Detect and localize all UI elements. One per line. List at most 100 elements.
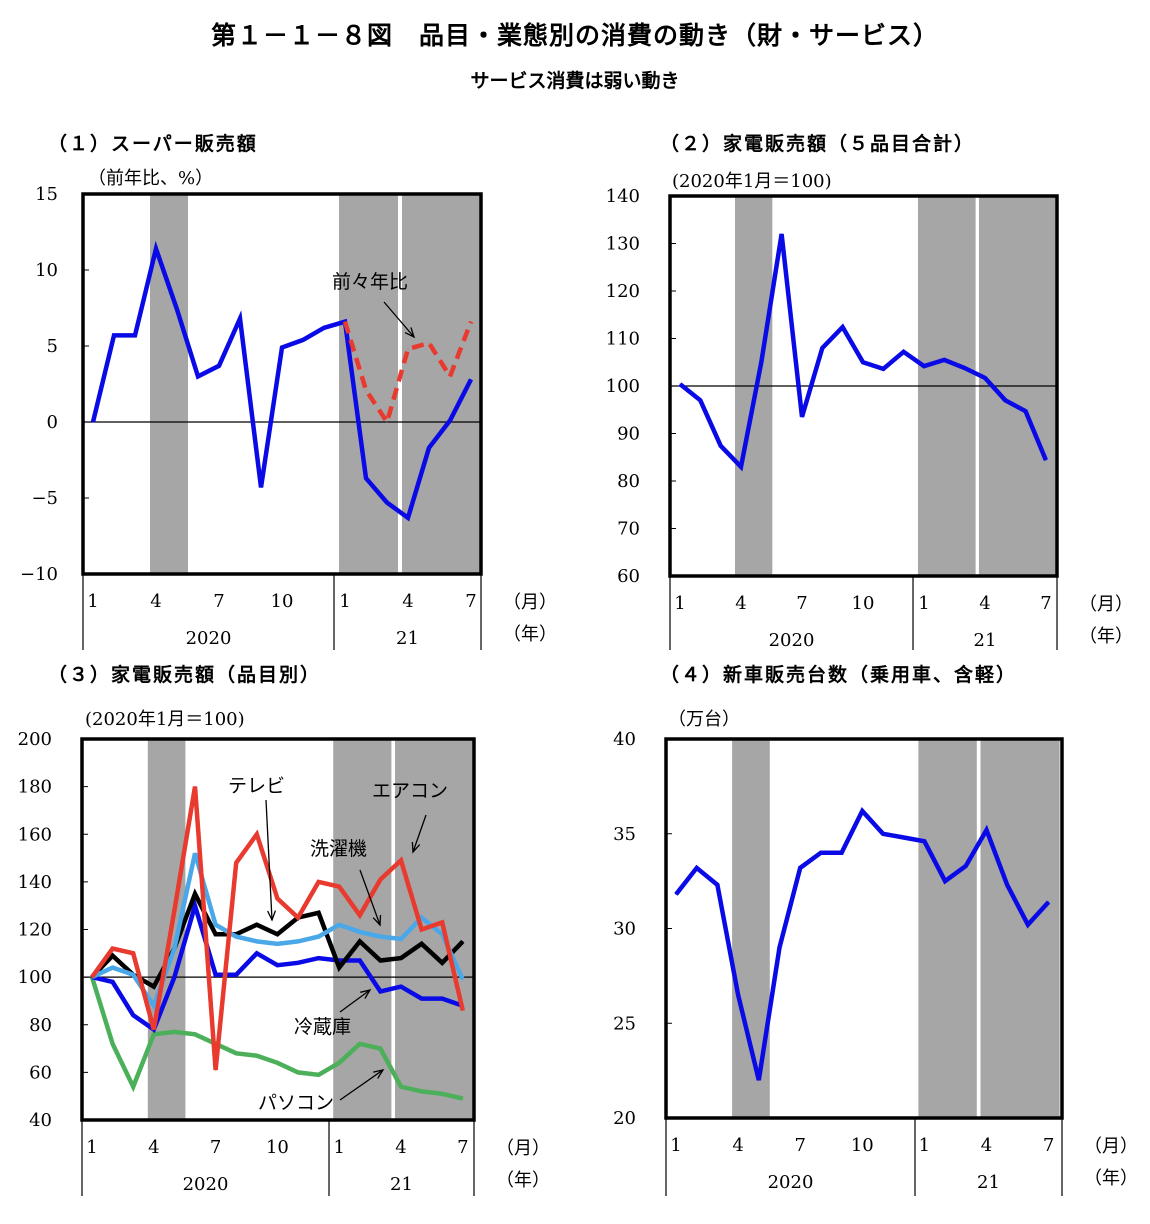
- data-point: [134, 334, 136, 336]
- data-point: [1027, 924, 1029, 926]
- data-point: [923, 365, 925, 367]
- data-point: [323, 327, 325, 329]
- y-axis-unit-label: (2020年1月＝100): [672, 171, 832, 192]
- data-point: [699, 399, 701, 401]
- data-point: [297, 917, 299, 919]
- data-point: [841, 852, 843, 854]
- x-tick-label: 7: [796, 593, 807, 614]
- x-tick-label: 4: [395, 1137, 406, 1158]
- data-point: [194, 893, 196, 895]
- data-point: [421, 929, 423, 930]
- data-point: [173, 1031, 175, 1033]
- data-point: [359, 959, 361, 961]
- x-tick-label: 1: [333, 1137, 344, 1158]
- x-unit-label: （月）: [1079, 594, 1133, 615]
- y-tick-label: 0: [47, 412, 58, 433]
- data-point: [276, 898, 278, 900]
- y-tick-label: 100: [606, 376, 640, 397]
- data-point: [716, 884, 718, 886]
- data-point: [882, 368, 884, 370]
- data-point: [903, 351, 905, 353]
- data-point: [441, 933, 443, 935]
- data-point: [903, 837, 905, 839]
- data-point: [276, 964, 278, 966]
- data-point: [1006, 884, 1008, 886]
- data-point: [235, 974, 237, 976]
- data-point: [1048, 901, 1050, 903]
- data-point: [441, 1093, 443, 1095]
- data-point: [758, 1079, 760, 1081]
- x-tick-label: 1: [87, 591, 98, 612]
- plot-frame: [80, 737, 476, 1122]
- x-tick-label: 4: [732, 1135, 743, 1156]
- data-point: [470, 321, 472, 323]
- data-point: [235, 862, 237, 864]
- data-point: [92, 421, 94, 423]
- data-point: [197, 375, 199, 377]
- data-point: [421, 943, 423, 945]
- x-tick-label: 10: [851, 1135, 874, 1156]
- arrow-head-icon: [372, 914, 382, 927]
- data-point: [400, 859, 402, 861]
- data-point: [943, 359, 945, 361]
- shaded-period: [339, 194, 398, 574]
- x-tick-label: 7: [1043, 1135, 1054, 1156]
- data-point: [112, 981, 114, 983]
- panel-2: （２）家電販売額（５品目合計）(2020年1月＝100)140130120110…: [606, 132, 1133, 651]
- y-tick-label: 180: [18, 777, 52, 798]
- data-point: [132, 1086, 134, 1088]
- x-tick-label: 1: [670, 1135, 681, 1156]
- x-tick-label: 4: [979, 593, 990, 614]
- data-point: [462, 940, 464, 942]
- panel-4: （４）新車販売台数（乗用車、含軽） （万台） 40 35 30 25 20 1 4 7 10 1 4 7 （…: [613, 663, 1138, 1196]
- data-point: [260, 486, 262, 488]
- data-point: [155, 248, 157, 250]
- x-tick-label: 4: [735, 593, 746, 614]
- y-tick-label: 60: [29, 1062, 52, 1083]
- data-point: [276, 1062, 278, 1064]
- year-unit-label: （年）: [496, 1170, 550, 1191]
- y-tick-label: 100: [18, 967, 52, 988]
- y-tick-label: 90: [617, 424, 640, 445]
- data-point: [923, 840, 925, 842]
- y-axis-unit-label: （万台）: [668, 709, 740, 730]
- data-point: [720, 445, 722, 447]
- y-tick-label: 30: [613, 919, 636, 940]
- data-point: [359, 940, 361, 942]
- y-tick-label: 130: [606, 234, 640, 255]
- year-label: 2020: [768, 1172, 814, 1193]
- data-point: [760, 361, 762, 363]
- data-point: [173, 909, 175, 911]
- data-point: [359, 1043, 361, 1045]
- data-point: [379, 959, 381, 961]
- x-tick-label: 7: [457, 1137, 468, 1158]
- x-tick-label: 10: [271, 591, 294, 612]
- arrow-head-icon: [360, 989, 372, 999]
- arrow-head-icon: [373, 1069, 385, 1079]
- data-point: [318, 1074, 320, 1076]
- x-tick-label: 10: [852, 593, 875, 614]
- data-point: [176, 309, 178, 311]
- data-point: [297, 1071, 299, 1073]
- y-tick-label: 35: [613, 824, 636, 845]
- plot-frame: [668, 194, 1059, 578]
- data-point: [779, 946, 780, 948]
- data-point: [338, 1062, 340, 1064]
- data-point: [675, 893, 677, 895]
- data-point: [862, 361, 864, 363]
- year-label: 21: [974, 630, 997, 651]
- y-tick-label: 10: [35, 260, 58, 281]
- data-point: [801, 416, 803, 418]
- data-point: [407, 517, 409, 519]
- figure-subtitle: サービス消費は弱い動き: [470, 70, 680, 92]
- panel-1: （１）スーパー販売額 （前年比、%） 15 10 5 0 −5 −10 1 4 7 10 1 4 7 （月） （…: [20, 132, 557, 650]
- x-tick-label: 4: [150, 591, 161, 612]
- data-point: [338, 924, 340, 926]
- data-point: [173, 976, 175, 978]
- data-point: [215, 933, 217, 935]
- data-point: [359, 914, 361, 916]
- data-point: [740, 466, 742, 468]
- data-point: [359, 931, 361, 933]
- data-point: [256, 940, 258, 942]
- shaded-period: [918, 739, 977, 1118]
